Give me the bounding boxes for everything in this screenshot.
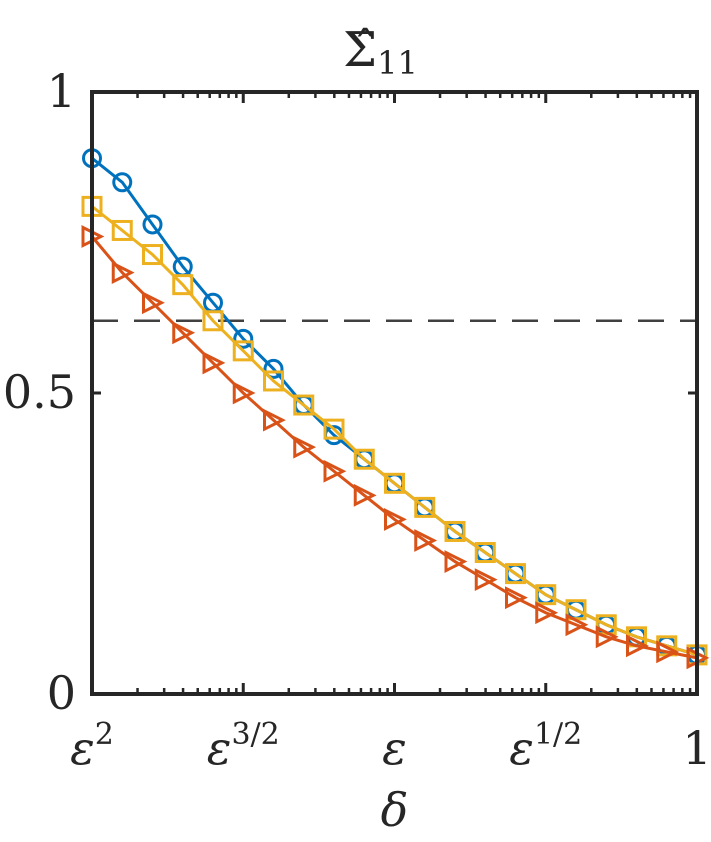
x-tick-label: ε1/2	[509, 717, 582, 775]
data-point	[111, 219, 133, 241]
x-axis-label: δ	[381, 783, 409, 837]
data-point	[444, 520, 466, 542]
data-point	[414, 496, 436, 518]
data-point	[172, 321, 196, 345]
data-point	[353, 448, 375, 470]
series-square	[81, 195, 708, 666]
data-point	[474, 568, 498, 592]
data-point	[202, 310, 224, 332]
data-point	[263, 408, 286, 432]
data-point	[111, 261, 135, 285]
data-point	[565, 613, 589, 637]
data-point	[323, 418, 345, 440]
data-point	[232, 381, 256, 405]
data-point	[474, 542, 496, 564]
data-point	[263, 358, 284, 379]
x-tick-label: ε	[382, 721, 407, 775]
data-point	[656, 640, 680, 664]
data-point	[535, 601, 559, 625]
plot-area	[92, 92, 697, 694]
data-point	[595, 625, 619, 649]
data-point	[626, 634, 649, 658]
data-point	[384, 472, 405, 494]
data-point	[293, 394, 315, 416]
data-point	[233, 328, 254, 349]
data-point	[142, 291, 165, 315]
y-tick-label: 0	[47, 666, 76, 720]
data-point	[505, 586, 528, 610]
data-point	[505, 563, 526, 585]
plot-background	[92, 92, 697, 694]
data-point	[172, 274, 194, 296]
data-point	[263, 370, 284, 392]
data-point	[353, 483, 377, 507]
y-tick-label: 0.5	[3, 365, 76, 419]
chart-title: Σ̂11	[343, 22, 418, 82]
data-point	[293, 435, 317, 459]
data-point	[112, 172, 133, 193]
data-point	[202, 351, 226, 375]
data-point	[232, 340, 254, 362]
x-tick-label: ε2	[70, 717, 114, 775]
data-point	[142, 214, 163, 235]
x-tick-label: 1	[682, 721, 711, 775]
data-point	[384, 507, 407, 531]
data-point	[414, 529, 438, 552]
data-point	[535, 584, 557, 606]
data-point	[323, 459, 347, 483]
data-point	[444, 550, 468, 573]
axes-layer	[90, 90, 699, 696]
text-layer: 0 0.5 1 ε2 ε3/2 ε ε1/2 1 δ Σ̂11	[3, 22, 711, 837]
y-tick-label: 1	[47, 64, 76, 118]
x-tick-label: ε3/2	[207, 717, 280, 775]
data-point	[142, 244, 163, 266]
